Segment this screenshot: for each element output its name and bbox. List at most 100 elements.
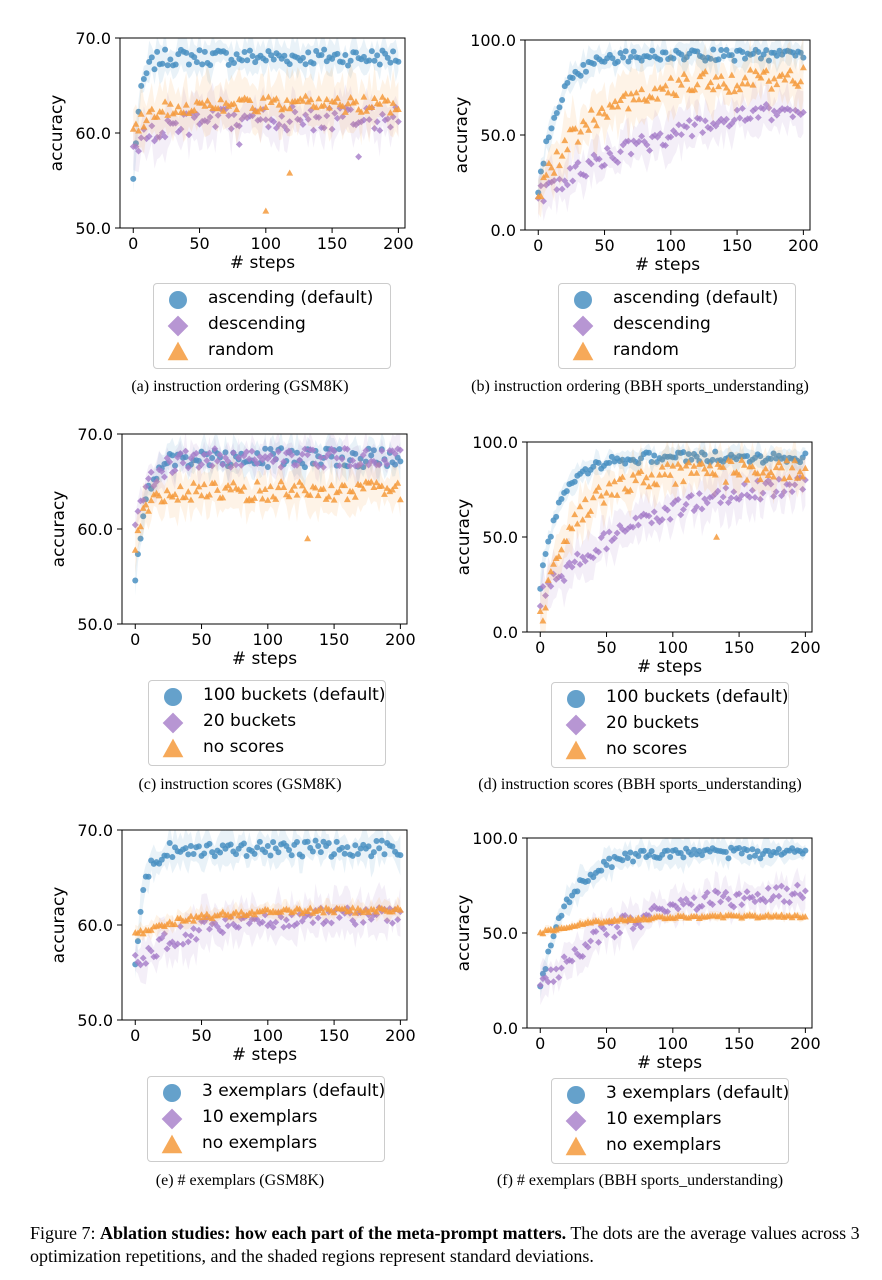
data-point-s2-56	[280, 923, 288, 931]
data-point-s3-21	[592, 487, 600, 494]
data-point-s3-50	[667, 74, 675, 81]
plot-area: 0.0 50.0 100.0 0 50 100 150 200 # steps accuracy	[454, 829, 821, 1073]
data-point-s3-64	[706, 462, 714, 469]
data-point-s2-81	[751, 493, 759, 501]
data-point-s3-21	[187, 912, 195, 919]
data-point-s1-16	[577, 72, 584, 79]
data-point-s3-30	[614, 103, 622, 110]
x-tick-label: 50	[594, 236, 614, 255]
data-point-s2-96	[791, 481, 799, 489]
data-point-s3-0	[536, 607, 544, 615]
data-point-s3-28	[611, 478, 618, 485]
data-point-s2-38	[232, 461, 240, 469]
data-point-s3-17	[174, 103, 182, 110]
x-tick-label: 150	[722, 236, 753, 255]
data-point-s2-100	[396, 446, 404, 454]
data-point-s3-55	[277, 478, 285, 485]
data-point-s3-22	[190, 479, 198, 486]
data-point-s1-100	[800, 54, 807, 61]
data-point-s1-45	[251, 850, 258, 857]
plot-content	[536, 442, 809, 632]
data-point-s3-33	[219, 494, 227, 501]
data-point-s3-16	[577, 128, 585, 135]
data-point-s3-28	[609, 103, 616, 110]
chart-panel-d: 0.0 50.0 100.0 0 50 100 150 200 # steps accuracy	[452, 432, 827, 682]
data-point-s3-0	[129, 125, 137, 132]
data-point-s2-4	[142, 483, 150, 491]
data-point-s3-49	[261, 485, 269, 492]
data-point-s3-58	[690, 462, 698, 469]
legend-entry-2: 20 buckets	[149, 710, 385, 736]
data-point-s2-54	[274, 448, 282, 456]
data-point-s1-8	[556, 104, 563, 111]
data-point-s3-55	[680, 70, 688, 77]
legend-label: 100 buckets (default)	[606, 687, 789, 707]
data-point-s3-18	[584, 511, 592, 518]
data-point-s3-93	[378, 482, 386, 489]
data-point-s3-41	[645, 482, 653, 490]
data-point-s2-69	[314, 463, 322, 471]
data-point-s3-98	[389, 99, 397, 106]
data-point-s3-82	[754, 470, 762, 477]
data-point-s3-83	[756, 475, 764, 483]
legend-label: ascending (default)	[613, 288, 779, 308]
data-point-s3-100	[801, 913, 809, 920]
data-point-s3-31	[618, 473, 626, 480]
data-point-s3-37	[634, 469, 642, 476]
data-point-s3-52	[674, 460, 682, 467]
data-point-s2-16	[172, 119, 180, 127]
data-point-s2-10	[158, 467, 166, 475]
chart-panel-c: 50.0 60.0 70.0 0 50 100 150 200 # steps accuracy	[47, 424, 422, 674]
data-point-s3-36	[630, 96, 638, 103]
data-point-s3-90	[368, 103, 376, 110]
data-point-s1-78	[744, 452, 751, 459]
data-point-s1-78	[742, 55, 749, 62]
data-point-s3-93	[783, 457, 791, 464]
figure-caption-text: The dots are the average values across 3…	[30, 1223, 860, 1266]
data-point-s2-53	[272, 455, 280, 463]
data-point-s1-38	[233, 851, 239, 858]
x-tick-label: 200	[788, 236, 819, 255]
data-point-s2-67	[309, 919, 317, 927]
data-point-s3-48	[257, 105, 264, 112]
data-point-s1-25	[603, 862, 610, 869]
data-point-s3-71	[320, 909, 327, 916]
data-point-s2-1	[134, 958, 142, 966]
legend-label: 10 exemplars	[202, 1107, 318, 1127]
data-point-s3-39	[233, 105, 241, 113]
data-point-s1-92	[374, 52, 381, 59]
data-point-s2-38	[637, 512, 645, 520]
data-point-s1-66	[710, 46, 717, 53]
data-point-s3-57	[280, 104, 288, 111]
data-point-s3-12	[568, 525, 576, 532]
data-point-s3-19	[180, 109, 188, 116]
data-point-s1-82	[754, 848, 761, 855]
data-point-s2-90	[775, 475, 783, 483]
data-point-s3-98	[794, 82, 802, 89]
y-tick-label: 50.0	[482, 924, 518, 943]
legend-entry-3: no scores	[552, 738, 788, 764]
data-point-s2-15	[171, 467, 179, 474]
data-point-s2-12	[163, 945, 171, 953]
data-point-s2-82	[347, 106, 355, 114]
data-point-s1-26	[199, 61, 206, 68]
data-point-s2-30	[616, 929, 624, 937]
std-band-2	[135, 434, 401, 535]
data-point-s1-3	[545, 948, 552, 955]
legend-marker-shape	[565, 714, 587, 736]
data-point-s3-29	[611, 97, 619, 105]
data-point-s3-39	[235, 912, 243, 919]
data-point-s1-65	[707, 55, 714, 62]
legend-marker-shape	[163, 1084, 181, 1102]
data-point-s3-2	[135, 127, 143, 134]
legend-label: descending	[208, 314, 306, 334]
data-point-s1-1	[134, 938, 141, 945]
y-axis-label: accuracy	[454, 499, 474, 576]
y-tick-label: 50.0	[480, 126, 516, 145]
x-tick-label: 150	[319, 630, 350, 649]
data-point-s1-4	[547, 533, 554, 540]
data-point-s3-95	[383, 484, 391, 491]
data-point-s3-36	[227, 486, 235, 493]
data-point-s2-76	[333, 454, 341, 462]
data-point-s3-94	[381, 490, 388, 497]
